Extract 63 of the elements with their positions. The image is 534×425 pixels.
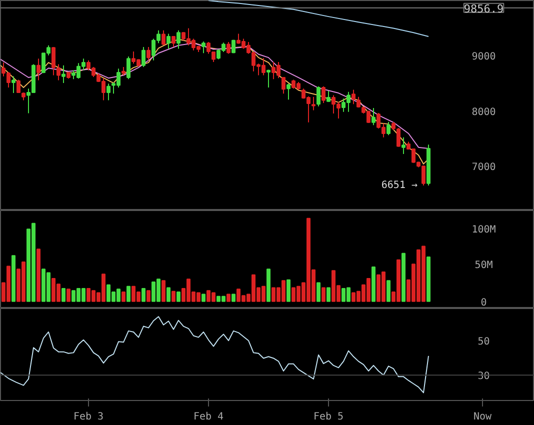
y-tick-label: 9000: [472, 51, 496, 62]
x-tick-label: Now: [473, 412, 493, 422]
bar: [226, 294, 230, 302]
candlestick: [36, 58, 40, 81]
bar: [232, 294, 236, 302]
bar: [372, 266, 376, 302]
candlestick: [326, 90, 330, 102]
x-tick-label: Feb 4: [193, 412, 224, 422]
y-tick-label: 0: [480, 297, 487, 308]
bar: [62, 288, 66, 302]
bar: [142, 288, 146, 302]
candlestick: [62, 64, 66, 84]
annotation: 6651 →: [381, 180, 418, 192]
candlestick: [142, 46, 146, 68]
candlestick: [176, 30, 180, 50]
candlestick: [106, 83, 110, 101]
bar: [386, 280, 390, 302]
candlestick: [396, 127, 400, 148]
bar: [426, 256, 430, 302]
bar: [322, 287, 326, 302]
candlestick: [316, 86, 320, 107]
y-tick-label: 7000: [472, 162, 496, 174]
x-tick-label: Feb 3: [73, 412, 104, 422]
candlestick: [126, 56, 130, 80]
bar: [36, 248, 40, 302]
y-tick-label: 50: [478, 336, 490, 348]
candlestick: [146, 46, 150, 61]
candlestick: [16, 79, 20, 94]
candlestick: [372, 107, 376, 126]
bar: [166, 287, 170, 302]
bar: [176, 292, 180, 302]
candlestick: [386, 121, 390, 136]
candlestick: [322, 86, 326, 104]
y-tick-label: 8000: [472, 106, 496, 118]
candlestick: [402, 136, 406, 154]
candlestick: [162, 30, 166, 46]
bar: [172, 290, 176, 302]
bar: [326, 287, 330, 302]
bar: [66, 288, 70, 302]
candlestick: [352, 89, 356, 105]
candlestick: [206, 42, 210, 54]
x-tick-label: Feb 5: [313, 412, 344, 422]
bar: [162, 280, 166, 302]
bar: [266, 268, 270, 302]
bar: [126, 286, 130, 302]
candlestick: [282, 76, 286, 94]
candlestick: [312, 96, 316, 111]
bar: [146, 290, 150, 302]
ref-line-label: 9856.9: [464, 2, 504, 16]
candlestick: [226, 42, 230, 54]
bar: [202, 294, 206, 302]
bar: [286, 279, 290, 302]
candlestick: [286, 83, 290, 100]
bar: [12, 255, 16, 302]
bar: [402, 252, 406, 302]
bar: [316, 282, 320, 302]
candlestick: [166, 33, 170, 50]
candlestick: [202, 41, 206, 54]
bar: [122, 292, 126, 302]
candlestick: [12, 76, 16, 94]
y-tick-label: 50M: [474, 260, 493, 272]
y-tick-label: 100M: [472, 224, 496, 236]
candlestick: [266, 69, 270, 88]
